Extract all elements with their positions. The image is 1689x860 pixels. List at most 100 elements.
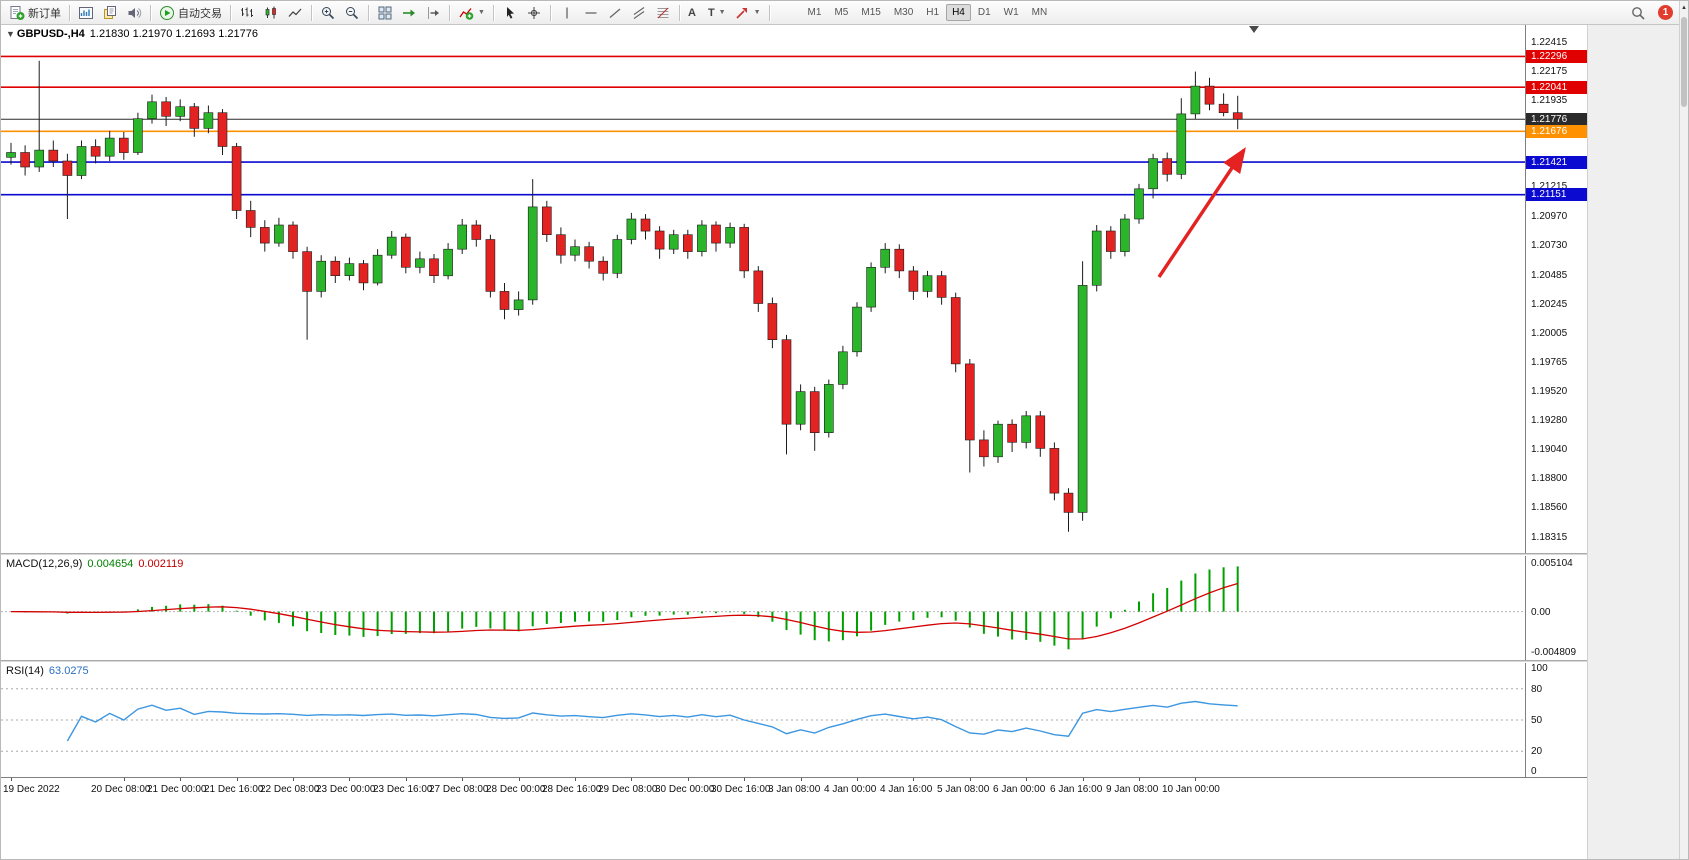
ohlc-bars-button[interactable] [235,3,259,23]
time-axis[interactable]: 19 Dec 2022 20 Dec 08:00 21 Dec 00:00 21 De… [1,777,1587,800]
fibonacci-button[interactable] [651,3,675,23]
trend-arrow-annotation[interactable] [1157,147,1246,278]
auto-scroll-button[interactable] [397,3,421,23]
profiles-button[interactable] [98,3,122,23]
time-axis-tick [913,778,914,781]
rsi-axis[interactable]: 100 80 50 20 0 [1525,663,1587,777]
price-axis-label: 1.19280 [1531,415,1568,427]
chart-shift-button[interactable] [421,3,445,23]
candlestick-button[interactable] [259,3,283,23]
arrows-tool-button[interactable]: ▼ [730,3,765,23]
rsi-label: RSI(14) 63.0275 [6,665,94,677]
macd-label: MACD(12,26,9) 0.004654 0.002119 [6,558,188,570]
scrollbar-up-arrow[interactable]: ▲ [1681,5,1687,11]
vertical-scrollbar[interactable]: ▲ [1679,1,1688,859]
chart-shift-marker[interactable] [1249,26,1259,33]
indicators-icon [459,7,474,20]
crosshair-button[interactable] [522,3,546,23]
horizontal-line-icon [585,11,597,14]
timeframe-m30[interactable]: M30 [888,4,919,21]
zoom-in-button[interactable] [316,3,340,23]
zoom-out-button[interactable] [340,3,364,23]
cursor-button[interactable] [498,3,522,23]
line-chart-icon [288,8,302,17]
time-axis-tick [1026,778,1027,781]
search-icon [1632,6,1645,20]
notification-badge[interactable]: 1 [1658,5,1673,20]
scrollbar-thumb[interactable] [1681,17,1687,107]
price-axis-label: 1.19765 [1531,356,1568,368]
right-filler [1587,25,1682,859]
alerts-button[interactable] [122,3,146,23]
time-axis-label: 19 Dec 2022 [3,784,60,795]
chevron-down-icon: ▼ [753,9,761,16]
macd-name: MACD(12,26,9) [6,558,83,570]
chevron-down-icon: ▼ [478,9,485,16]
text-button[interactable]: A [684,3,704,23]
tile-windows-icon [378,6,392,19]
panel-splitter-rsi[interactable] [1,660,1587,663]
timeframe-h1[interactable]: H1 [920,4,945,21]
sound-alert-icon [128,7,142,18]
time-axis-label: 28 Dec 16:00 [542,784,602,795]
charts-button[interactable] [74,3,98,23]
rsi-axis-label: 20 [1531,746,1543,758]
panel-splitter-macd[interactable] [1,553,1587,556]
price-axis-label: 1.20245 [1531,298,1568,310]
cursor-icon [506,6,514,19]
horizontal-line-button[interactable] [579,3,603,23]
rsi-axis-label: 0 [1531,766,1537,777]
macd-value-signal: 0.002119 [138,558,184,570]
new-order-label: 新订单 [28,7,61,20]
price-axis-label: 1.19040 [1531,444,1568,456]
price-axis-label: 1.18315 [1531,531,1568,543]
vertical-line-icon [566,7,568,18]
search-button[interactable] [1626,3,1650,23]
line-chart-button[interactable] [283,3,307,23]
fibonacci-icon [657,7,669,18]
price-axis-label: 1.22415 [1531,36,1568,48]
timeframe-w1[interactable]: W1 [998,4,1025,21]
rsi-value: 63.0275 [48,665,89,677]
price-axis-label: 1.21935 [1531,94,1568,106]
indicators-button[interactable]: ▼ [454,3,489,23]
text-icon: A [687,6,696,19]
macd-canvas[interactable] [1,556,1525,660]
price-axis[interactable]: 1.22415 1.22175 1.21935 1.21215 1.20970 1.207… [1525,25,1587,553]
price-axis-label: 1.20005 [1531,327,1568,339]
time-axis-label: 9 Jan 08:00 [1106,784,1159,795]
price-chart-canvas[interactable] [1,25,1525,553]
hlines-layer[interactable] [1,55,1525,196]
channel-button[interactable] [627,3,651,23]
macd-axis[interactable]: 0.005104 0.00 -0.004809 [1525,556,1587,660]
timeframe-d1[interactable]: D1 [972,4,997,21]
time-axis-label: 23 Dec 16:00 [373,784,433,795]
text-label-button[interactable]: T ▼ [704,3,730,23]
price-axis-label: 1.18800 [1531,473,1568,485]
rsi-axis-label: 80 [1531,683,1543,695]
timeframe-m15[interactable]: M15 [855,4,886,21]
macd-signal-line [10,582,1238,640]
chart-title: ▼ GBPUSD-,H4 1.21830 1.21970 1.21693 1.217… [6,28,258,40]
timeframe-m5[interactable]: M5 [828,4,854,21]
autotrade-button[interactable]: 自动交易 [155,3,226,23]
trendline-button[interactable] [603,3,627,23]
toolbar-separator [549,4,551,21]
time-axis-tick [688,778,689,781]
macd-axis-label: 0.005104 [1531,558,1573,569]
toolbar-separator [449,4,450,21]
tile-windows-button[interactable] [373,3,397,23]
timeframe-m1[interactable]: M1 [802,4,828,21]
price-axis-label: 1.18560 [1531,502,1568,514]
new-order-button[interactable]: 新订单 [5,3,65,23]
time-axis-label: 21 Dec 16:00 [204,784,264,795]
toolbar-separator [150,4,151,21]
vertical-line-button[interactable] [555,3,579,23]
new-order-icon [10,5,25,20]
timeframe-mn[interactable]: MN [1026,4,1054,21]
timeframe-h4[interactable]: H4 [946,4,971,21]
price-axis-label: 1.19520 [1531,386,1568,398]
rsi-canvas[interactable] [1,663,1525,777]
chart-menu-icon[interactable]: ▼ [6,29,15,39]
